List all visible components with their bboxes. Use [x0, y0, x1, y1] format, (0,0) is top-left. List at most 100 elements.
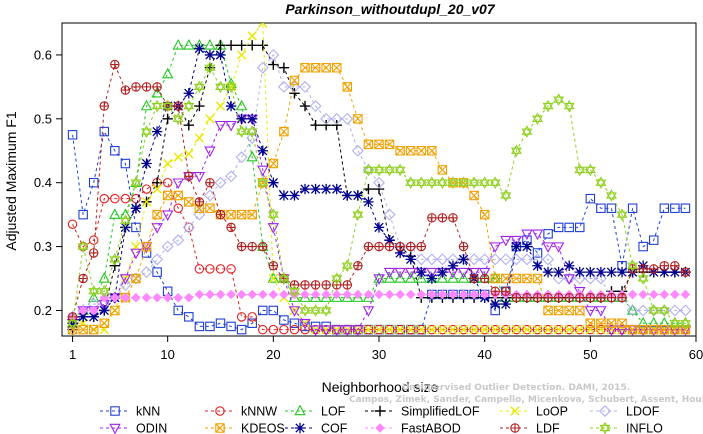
x-tick-label: 30: [372, 347, 386, 362]
legend: kNN kNNW LOF SimplifiedLOF LoOP LDOF ODIN KDEOS…: [100, 405, 663, 434]
data-point-knn: [648, 235, 659, 245]
data-point-ldof: [299, 80, 312, 93]
data-point-knnw: [184, 222, 194, 233]
data-point-cof: [151, 126, 163, 137]
data-point-kdeos: [374, 139, 384, 150]
data-point-ldof: [256, 61, 269, 74]
data-point-ldof: [584, 272, 597, 285]
data-point-cof: [521, 241, 533, 252]
data-point-knn: [553, 222, 564, 233]
data-point-cof: [289, 190, 300, 201]
data-point-ldf: [120, 85, 131, 95]
data-point-odin: [500, 235, 512, 247]
data-point-ldf: [543, 292, 553, 303]
data-point-loop: [215, 101, 226, 111]
data-point-knn: [184, 312, 194, 322]
data-point-lof: [373, 272, 385, 283]
data-point-ldf: [374, 241, 384, 252]
legend-marker: [215, 423, 225, 433]
data-point-knn: [205, 321, 215, 332]
data-point-fastabod: [342, 289, 353, 300]
data-point-fastabod: [405, 289, 416, 300]
data-point-kdeos: [553, 305, 564, 316]
data-point-fastabod: [395, 289, 405, 300]
legend-label: INFLO: [626, 422, 663, 434]
data-point-knnw: [215, 264, 226, 274]
data-point-loop: [184, 149, 194, 159]
series-fastabod: [67, 289, 691, 322]
data-point-inflo: [130, 176, 142, 189]
data-point-cof: [99, 305, 110, 316]
data-point-inflo: [98, 284, 110, 298]
data-point-kdeos: [659, 324, 670, 335]
data-point-fastabod: [427, 289, 437, 300]
data-point-simplifiedlof: [225, 40, 237, 51]
data-point-ldof: [182, 221, 195, 234]
data-point-knn: [659, 203, 670, 213]
legend-marker: [599, 421, 611, 434]
data-point-ldf: [553, 292, 564, 303]
data-point-odin: [257, 165, 269, 177]
y-tick-label: 0.2: [34, 303, 52, 318]
data-point-knn: [194, 321, 205, 332]
data-point-ldof: [214, 176, 227, 189]
legend-marker: [294, 404, 306, 416]
data-point-ldof: [637, 304, 650, 317]
data-point-ldf: [67, 312, 78, 322]
data-point-ldf: [247, 241, 257, 252]
data-point-inflo: [489, 176, 501, 189]
data-point-lof: [140, 99, 153, 111]
legend-item-cof: COF: [285, 422, 348, 434]
data-point-cof: [373, 222, 385, 233]
data-point-cof: [320, 183, 332, 195]
data-point-ldf: [405, 241, 416, 252]
data-point-inflo: [310, 304, 322, 317]
data-point-inflo: [426, 176, 438, 189]
data-point-lof: [172, 38, 184, 50]
data-point-inflo: [669, 316, 681, 330]
data-point-simplifiedlof: [310, 120, 321, 131]
data-point-ldf: [479, 273, 490, 284]
data-point-odin: [299, 318, 311, 330]
data-point-odin: [584, 306, 597, 317]
data-point-odin: [225, 120, 237, 132]
data-point-kdeos: [627, 324, 638, 335]
data-point-kdeos: [78, 324, 88, 335]
data-point-ldof: [436, 253, 449, 266]
data-point-ldf: [469, 273, 479, 284]
data-point-inflo: [479, 176, 491, 189]
legend-item-loop: LoOP: [500, 405, 568, 419]
data-point-knn: [247, 318, 257, 328]
data-point-inflo: [183, 99, 195, 113]
data-point-cof: [342, 190, 353, 201]
data-point-cof: [553, 266, 564, 278]
data-point-inflo: [225, 80, 237, 94]
data-point-kdeos: [173, 190, 183, 201]
data-point-odin: [478, 267, 491, 279]
data-point-cof: [130, 203, 142, 214]
data-point-knn: [141, 248, 152, 258]
data-point-knn: [680, 203, 691, 213]
data-point-odin: [331, 325, 343, 336]
data-point-fastabod: [670, 289, 680, 300]
data-point-loop: [332, 324, 342, 335]
data-point-fastabod: [173, 292, 183, 303]
data-point-ldf: [353, 260, 363, 271]
data-point-odin: [563, 274, 575, 285]
data-point-inflo: [204, 61, 216, 75]
data-point-inflo: [468, 176, 480, 189]
data-point-knn: [606, 203, 617, 213]
data-point-lof: [246, 150, 258, 162]
data-point-knn: [279, 315, 289, 325]
data-point-ldf: [427, 213, 437, 223]
data-point-ldof: [520, 253, 533, 266]
data-point-fastabod: [99, 292, 110, 303]
data-point-kdeos: [416, 146, 427, 156]
data-point-loop: [469, 324, 479, 335]
data-point-knn: [627, 203, 638, 213]
data-point-ldf: [437, 213, 448, 223]
data-point-simplifiedlof: [299, 100, 311, 112]
data-point-ldf: [648, 264, 659, 274]
data-point-cof: [225, 100, 237, 112]
legend-marker: [294, 422, 306, 434]
